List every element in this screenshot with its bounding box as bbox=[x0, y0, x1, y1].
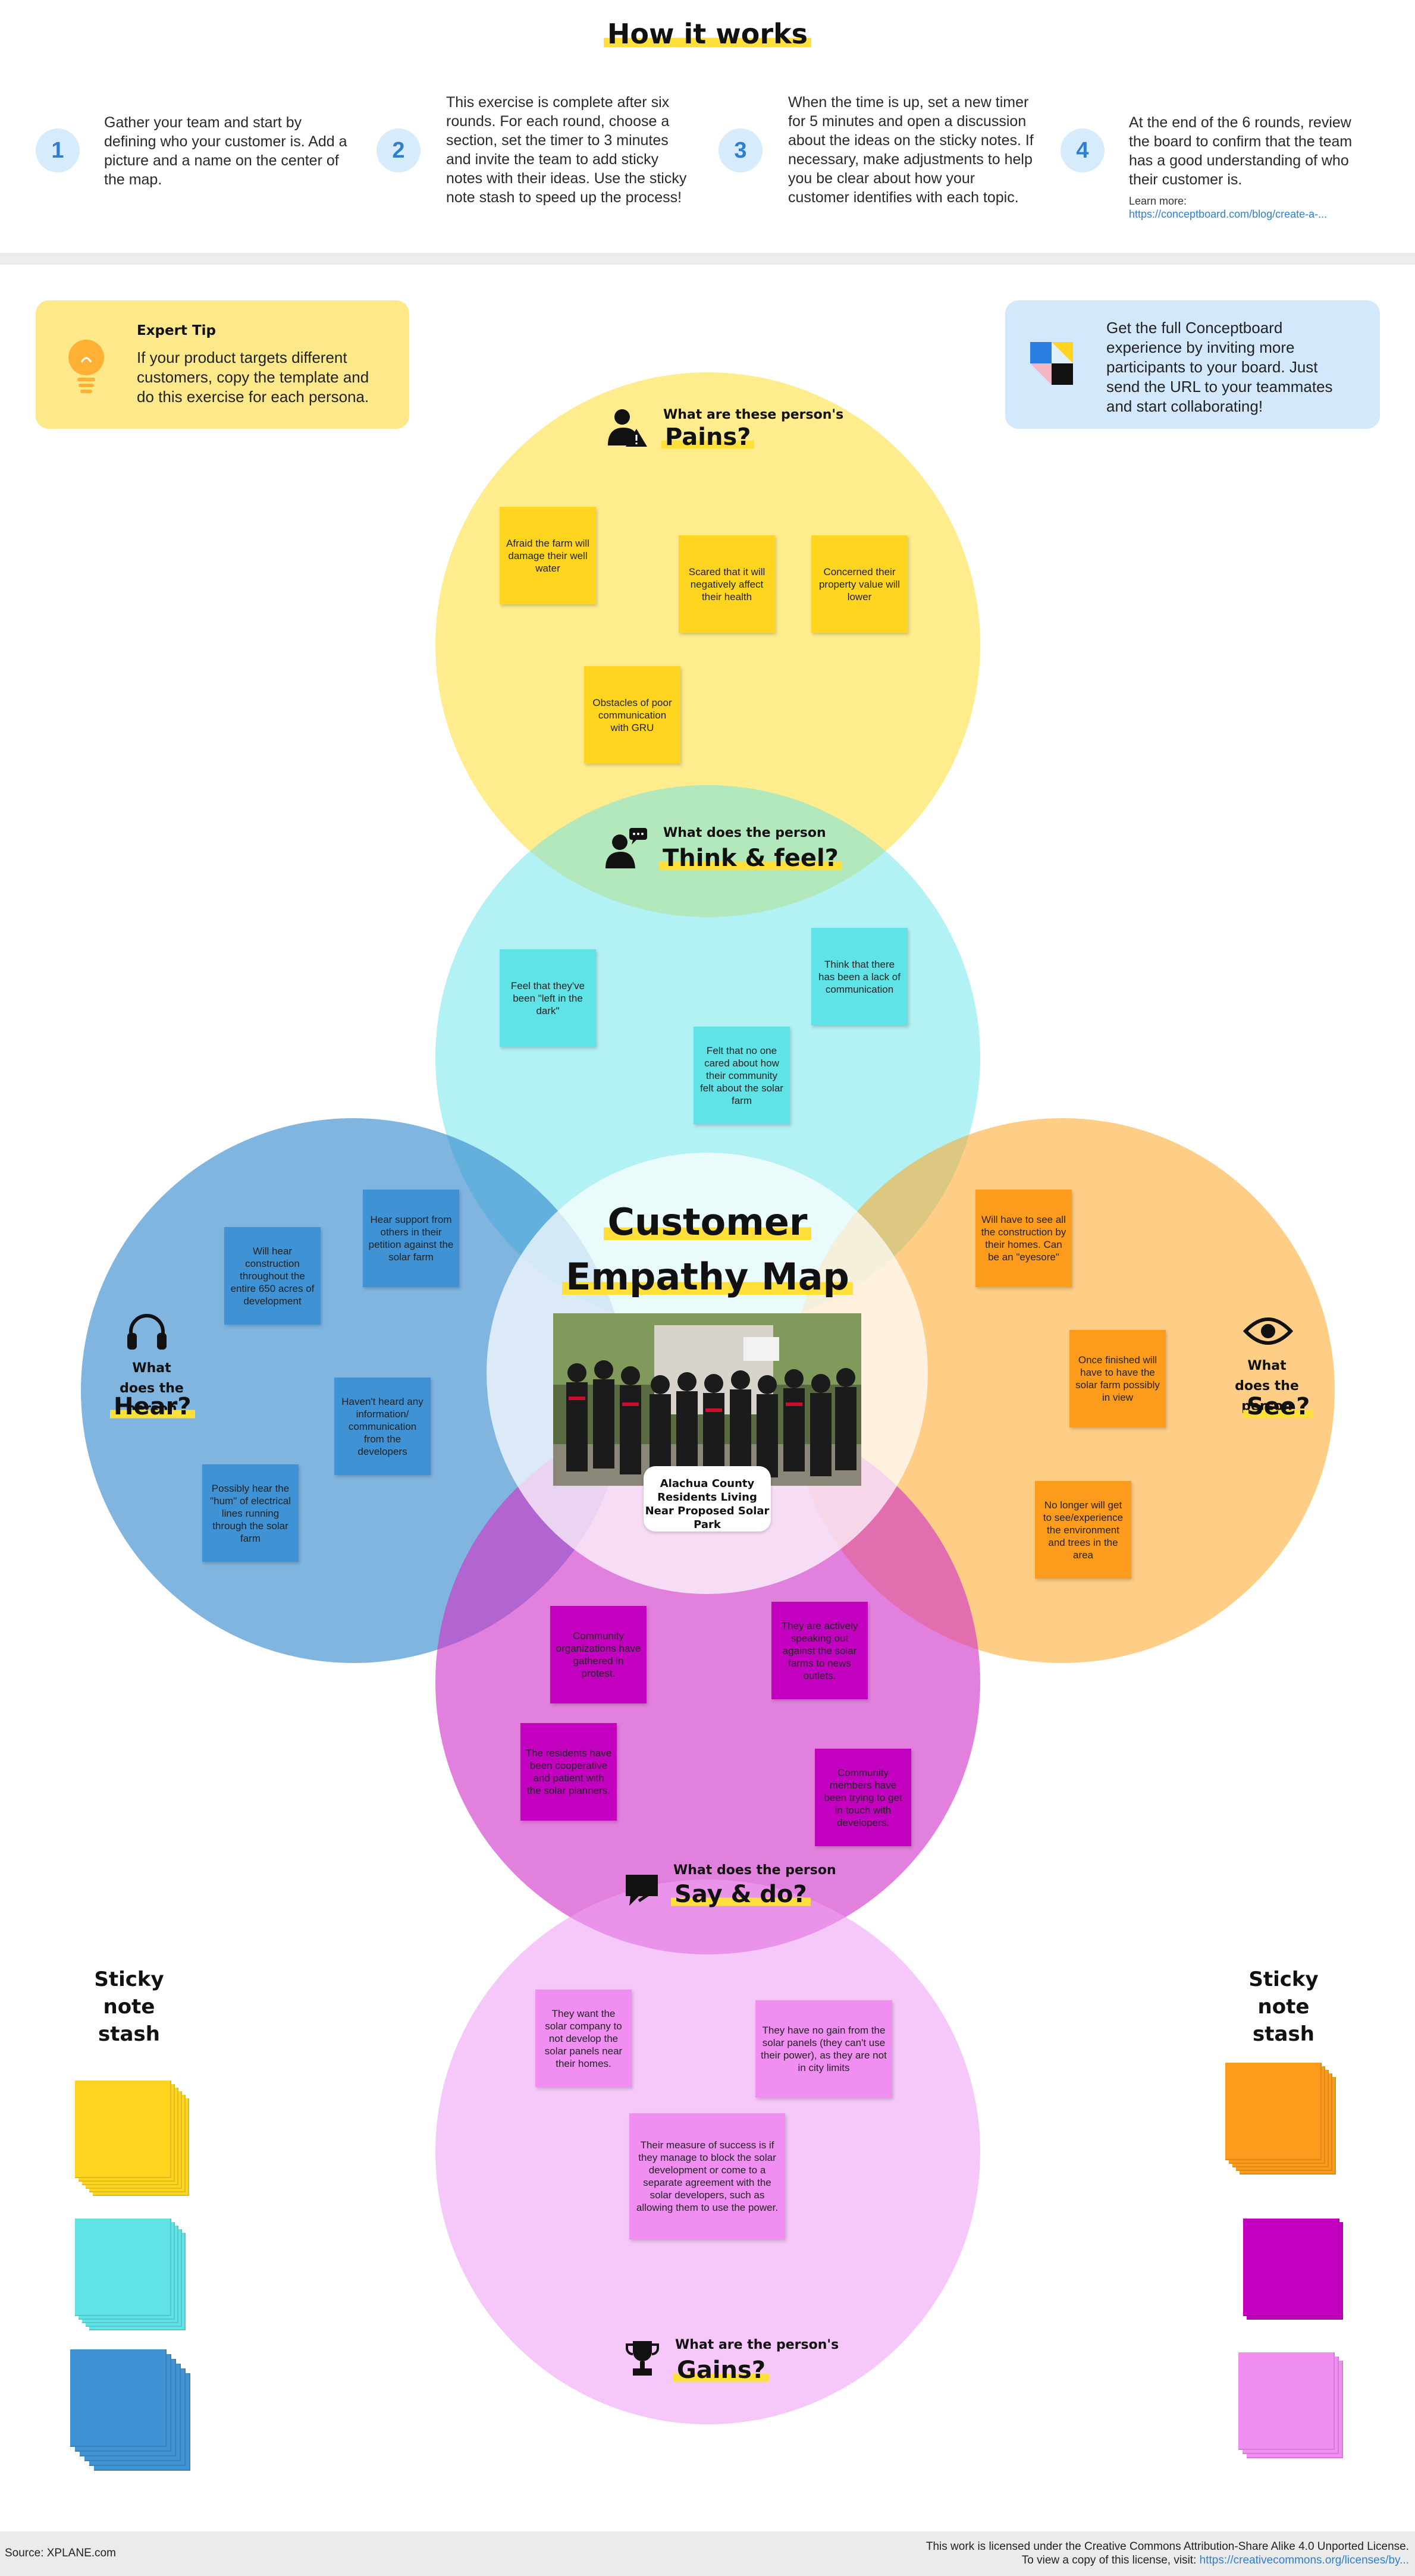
sticky-note[interactable]: The residents have been cooperative and … bbox=[520, 1723, 617, 1821]
trophy-icon bbox=[626, 2341, 659, 2376]
expert-tip-text: If your product targets different custom… bbox=[137, 349, 369, 406]
conceptboard-card: Get the full Conceptboard experience by … bbox=[1005, 300, 1380, 429]
step-text: Gather your team and start by defining w… bbox=[104, 114, 347, 188]
step-number: 1 bbox=[36, 128, 80, 172]
sticky-note[interactable]: Felt that no one cared about how their c… bbox=[694, 1027, 790, 1124]
sticky-note[interactable]: Once finished will have to have the sola… bbox=[1069, 1330, 1166, 1427]
sticky-note[interactable]: Community organizations have gathered in… bbox=[550, 1606, 647, 1703]
learn-more-link[interactable]: https://conceptboard.com/blog/create-a-.… bbox=[1129, 208, 1328, 220]
expert-tip-card: Expert Tip If your product targets diffe… bbox=[36, 300, 409, 429]
conceptboard-text: Get the full Conceptboard experience by … bbox=[1106, 319, 1333, 415]
sticky-note[interactable]: Scared that it will negatively affect th… bbox=[679, 535, 775, 633]
headphones-icon bbox=[127, 1314, 167, 1350]
speech-bubble-icon bbox=[626, 1875, 658, 1906]
license-visit-line: To view a copy of this license, visit: h… bbox=[926, 2553, 1409, 2567]
footer: Source: XPLANE.com This work is licensed… bbox=[0, 2531, 1415, 2576]
sticky-note[interactable]: Think that there has been a lack of comm… bbox=[811, 928, 908, 1025]
sticky-note[interactable]: Obstacles of poor communication with GRU bbox=[584, 666, 680, 764]
sticky-note[interactable]: They have no gain from the solar panels … bbox=[755, 2000, 892, 2098]
sticky-note[interactable]: They are actively speaking out against t… bbox=[771, 1602, 868, 1699]
pains-question: What are these person's bbox=[663, 407, 844, 422]
sticky-note[interactable]: Community members have been trying to ge… bbox=[815, 1749, 911, 1846]
footer-source: Source: XPLANE.com bbox=[5, 2547, 116, 2559]
sticky-note[interactable]: Feel that they've been "left in the dark… bbox=[500, 949, 596, 1047]
persona-photo bbox=[553, 1313, 861, 1486]
license-visit-text: To view a copy of this license, visit: bbox=[1021, 2554, 1200, 2566]
sticky-note[interactable]: Will have to see all the construction by… bbox=[975, 1190, 1072, 1287]
sticky-note[interactable]: Concerned their property value will lowe… bbox=[811, 535, 908, 633]
persona-name[interactable]: Alachua County Residents Living Near Pro… bbox=[644, 1466, 771, 1532]
sticky-note[interactable]: Will hear construction throughout the en… bbox=[224, 1227, 321, 1325]
stash-label-right: Sticky note stash bbox=[1248, 1968, 1319, 2046]
hear-heading: Hear? bbox=[110, 1393, 195, 1420]
sticky-note[interactable]: Haven't heard any information/ communica… bbox=[334, 1378, 431, 1475]
lightbulb-icon bbox=[68, 340, 104, 393]
step-number: 4 bbox=[1061, 128, 1105, 172]
map-title-line2: Empathy Map bbox=[0, 1255, 1415, 1298]
think-feel-heading: Think & feel? bbox=[659, 845, 842, 872]
sticky-note[interactable]: Hear support from others in their petiti… bbox=[363, 1190, 459, 1287]
eye-icon bbox=[1243, 1317, 1293, 1345]
sticky-note[interactable]: Afraid the farm will damage their well w… bbox=[500, 507, 596, 604]
footer-license: This work is licensed under the Creative… bbox=[926, 2540, 1409, 2567]
sticky-note[interactable]: No longer will get to see/experience the… bbox=[1035, 1481, 1131, 1579]
gains-question: What are the person's bbox=[675, 2337, 839, 2352]
header-divider bbox=[0, 253, 1415, 265]
step-number: 2 bbox=[377, 128, 421, 172]
step-text: At the end of the 6 rounds, review the b… bbox=[1129, 114, 1353, 188]
conceptboard-logo-icon bbox=[1030, 342, 1073, 385]
license-line: This work is licensed under the Creative… bbox=[925, 2540, 1409, 2553]
learn-more-label: Learn more: bbox=[1129, 195, 1187, 207]
think-feel-question: What does the person bbox=[663, 826, 826, 840]
sticky-note[interactable]: Their measure of success is if they mana… bbox=[629, 2113, 785, 2239]
see-heading: See? bbox=[1243, 1393, 1314, 1420]
expert-tip-title: Expert Tip bbox=[137, 323, 216, 338]
page-title: How it works bbox=[0, 18, 1415, 50]
step-number: 3 bbox=[719, 128, 763, 172]
gains-heading: Gains? bbox=[673, 2357, 770, 2384]
think-person-icon bbox=[605, 828, 647, 868]
stash-label-left: Sticky note stash bbox=[94, 1968, 164, 2046]
license-link[interactable]: https://creativecommons.org/licenses/by.… bbox=[1199, 2554, 1409, 2566]
pain-person-icon bbox=[608, 409, 647, 447]
say-do-question: What does the person bbox=[673, 1863, 836, 1878]
sticky-note[interactable]: Possibly hear the "hum" of electrical li… bbox=[202, 1464, 299, 1562]
map-title-line1: Customer bbox=[0, 1200, 1415, 1244]
step-text: When the time is up, set a new timer for… bbox=[788, 94, 1034, 206]
step-text: This exercise is complete after six roun… bbox=[446, 94, 687, 206]
pains-heading: Pains? bbox=[661, 423, 755, 451]
say-do-heading: Say & do? bbox=[671, 1881, 811, 1908]
sticky-note[interactable]: They want the solar company to not devel… bbox=[535, 1990, 632, 2087]
